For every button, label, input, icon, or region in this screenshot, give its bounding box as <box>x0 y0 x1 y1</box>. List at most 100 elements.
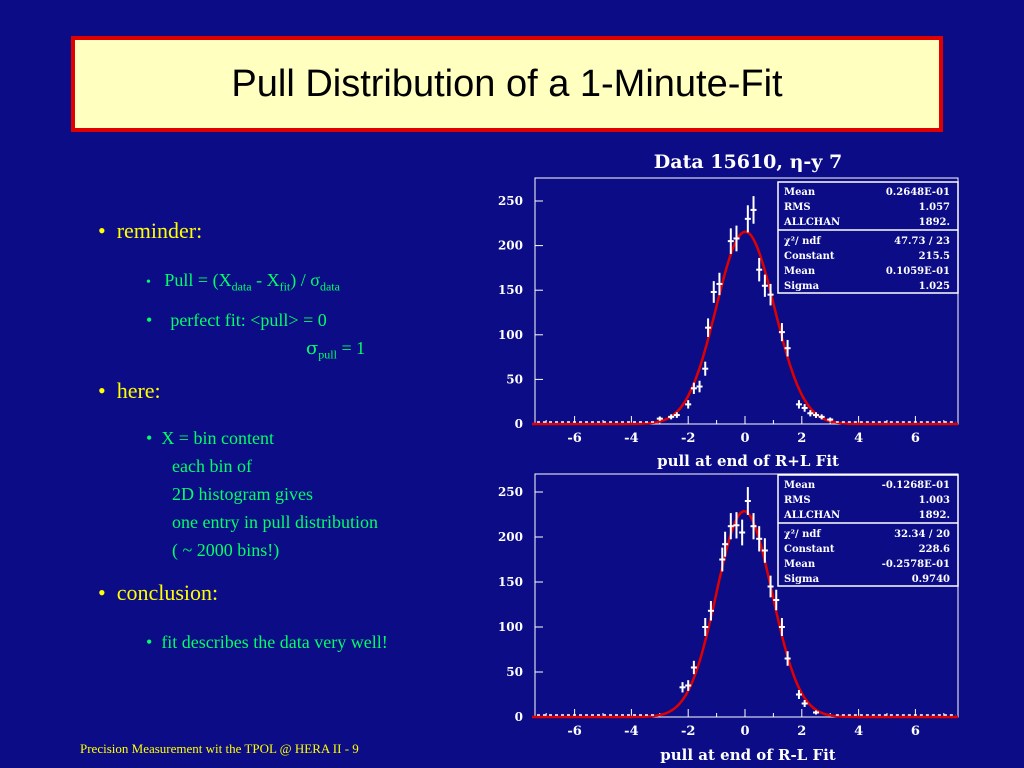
data-point <box>807 410 814 417</box>
sigma-pull: σpull = 1 <box>306 338 366 362</box>
y-tick-label: 200 <box>498 530 523 544</box>
data-point <box>778 323 785 342</box>
data-point <box>773 589 780 611</box>
data-point <box>813 412 819 418</box>
x-axis-label: pull at end of R-L Fit <box>660 746 836 764</box>
stats-value: -0.1268E-01 <box>882 480 950 491</box>
bullet-here: • here: <box>98 378 161 403</box>
data-point <box>673 412 680 418</box>
data-point <box>679 682 686 693</box>
perfect-fit: • perfect fit: <pull> = 0 <box>146 310 327 330</box>
data-point <box>685 680 692 691</box>
stats-label: Mean <box>784 559 816 570</box>
data-point <box>761 538 768 563</box>
chart-title: Data 15610, η-y 7 <box>654 151 842 173</box>
stats-label: Mean <box>784 480 816 491</box>
y-tick-label: 0 <box>515 710 523 724</box>
data-point <box>707 601 714 621</box>
stats-value: 1.057 <box>919 202 950 213</box>
y-tick-label: 0 <box>515 417 523 431</box>
stats-box <box>777 181 959 294</box>
bullet-conclusion: • conclusion: <box>98 580 219 605</box>
data-point <box>727 228 734 254</box>
data-point <box>716 272 723 296</box>
data-point <box>767 575 774 598</box>
data-point <box>750 196 757 224</box>
stats-value: 1892. <box>919 217 950 228</box>
y-tick-label: 50 <box>506 372 523 386</box>
y-tick-label: 150 <box>498 575 523 589</box>
here-label: here: <box>116 378 161 403</box>
data-point <box>767 283 774 306</box>
x-tick-label: 0 <box>740 431 749 446</box>
y-tick-label: 150 <box>498 283 523 297</box>
stats-label: RMS <box>784 202 811 213</box>
stats-value: 1892. <box>919 510 950 521</box>
data-point <box>685 400 692 409</box>
stats-value: 0.9740 <box>912 574 950 585</box>
x-tick-label: -4 <box>624 724 638 739</box>
x-tick-label: 2 <box>797 431 806 446</box>
y-tick-label: 250 <box>498 485 523 499</box>
conclusion-text: • fit describes the data very well! <box>146 632 388 652</box>
x-tick-label: 4 <box>854 724 863 739</box>
data-point <box>761 274 768 297</box>
plot-frame-1 <box>534 473 959 718</box>
x-tick-label: -2 <box>681 431 695 446</box>
stats-value: 1.025 <box>919 281 950 292</box>
data-point <box>778 618 785 636</box>
stats-value: 215.5 <box>919 251 950 262</box>
x-tick-label: 6 <box>911 724 920 739</box>
x-description: • X = bin content each bin of 2D histogr… <box>146 428 378 560</box>
data-point <box>744 205 751 233</box>
x-tick-label: -6 <box>567 724 581 739</box>
data-point <box>801 404 808 412</box>
stats-value: 32.34 / 20 <box>894 529 950 540</box>
data-point <box>668 414 675 420</box>
y-tick-label: 50 <box>506 665 523 679</box>
data-point <box>702 361 709 376</box>
x-tick-label: 2 <box>797 724 806 739</box>
y-tick-label: 250 <box>498 194 523 208</box>
stats-label: ALLCHAN <box>783 217 840 228</box>
y-tick-label: 100 <box>498 620 523 634</box>
data-point <box>739 519 746 546</box>
data-point <box>813 710 819 715</box>
stats-value: 47.73 / 23 <box>894 236 950 247</box>
x-tick-label: 6 <box>911 431 920 446</box>
plot-frame-0 <box>534 177 959 425</box>
y-tick-label: 100 <box>498 328 523 342</box>
data-point <box>818 414 825 420</box>
pull-formula: • Pull = (Xdata - Xfit) / σdata <box>146 270 340 294</box>
conclusion-label: conclusion: <box>116 580 219 605</box>
fit-curve <box>532 230 958 426</box>
reminder-label: reminder: <box>116 218 203 243</box>
data-point <box>756 257 763 282</box>
fit-curve <box>532 510 958 719</box>
x-axis-label: pull at end of R+L Fit <box>657 452 839 470</box>
y-tick-label: 200 <box>498 239 523 253</box>
slide-footer: Precision Measurement wit the TPOL @ HER… <box>80 741 359 756</box>
data-point <box>756 526 763 552</box>
data-point <box>784 651 791 666</box>
data-point <box>733 225 740 252</box>
stats-value: 0.1059E-01 <box>886 266 950 277</box>
data-point <box>722 531 729 557</box>
data-point <box>727 513 734 540</box>
stats-label: Constant <box>784 251 835 262</box>
data-point <box>795 400 802 409</box>
stats-label: χ²/ ndf <box>784 236 821 247</box>
stats-box <box>777 474 959 587</box>
data-point <box>744 487 751 515</box>
slide-title-box: Pull Distribution of a 1-Minute-Fit <box>71 36 943 132</box>
stats-label: RMS <box>784 495 811 506</box>
data-point <box>801 700 808 707</box>
stats-label: Sigma <box>784 281 820 292</box>
data-point <box>710 281 717 303</box>
data-point <box>656 416 663 421</box>
x-tick-label: -6 <box>567 431 581 446</box>
data-point <box>750 513 757 540</box>
stats-value: 228.6 <box>919 544 950 555</box>
data-point <box>827 417 834 422</box>
data-point <box>719 547 726 572</box>
